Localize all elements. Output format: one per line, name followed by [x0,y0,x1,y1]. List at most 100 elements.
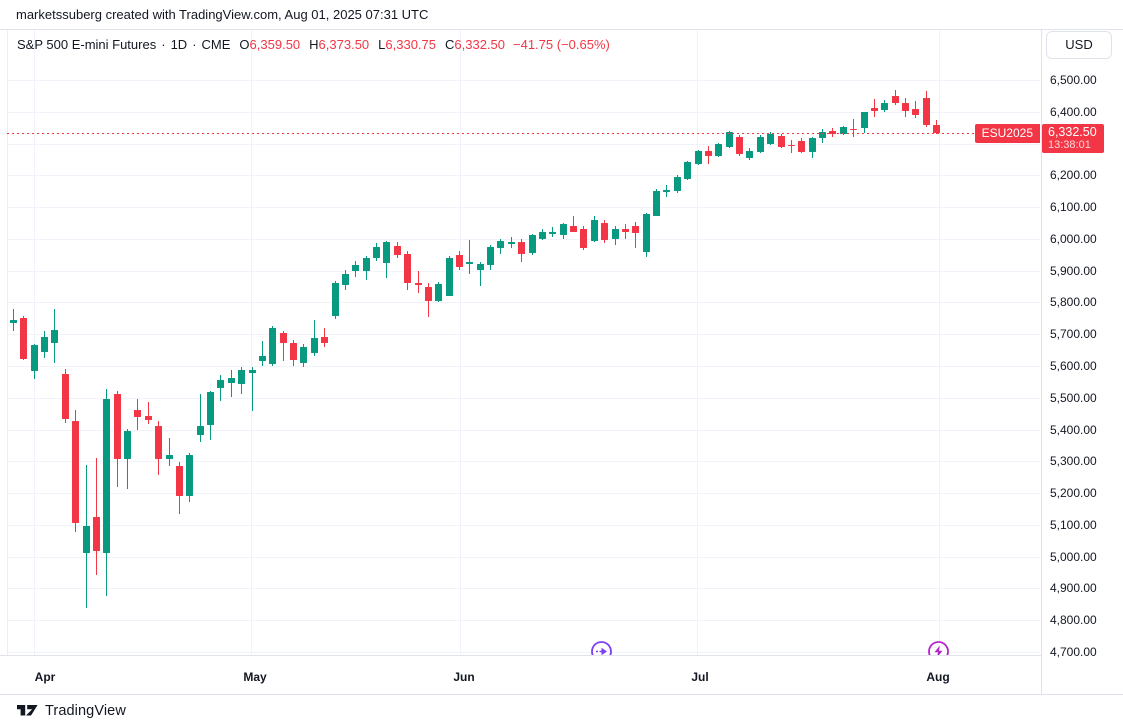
time-axis-label-may: May [243,670,267,684]
candle-body [819,132,827,139]
candle-body [850,128,858,131]
candle-body [113,394,121,459]
low-label: L [378,37,386,52]
candle-body [487,246,495,266]
candle-body [798,141,806,153]
candle-body [455,255,463,268]
candle-wick [127,428,129,489]
lightning-circle-marker[interactable] [927,640,950,656]
attribution-text: marketssuberg created with TradingView.c… [16,7,429,22]
last-price-line [7,133,1040,134]
candle-body [787,144,795,147]
candle-body [663,190,671,192]
candle-wick [313,319,315,357]
candle-body [870,107,878,112]
gridline-h [7,175,1040,176]
candle-body [61,373,69,419]
last-price-value: 6,332.50 [1048,125,1097,139]
candle-body [518,242,526,255]
candle-body [310,338,318,353]
candle-wick [220,374,222,401]
gridline-h [7,207,1040,208]
candle-body [196,426,204,435]
candle-body [414,283,422,285]
interval-label[interactable]: 1D [170,37,188,52]
gridline-h [7,461,1040,462]
candle-body [777,136,785,147]
price-axis-label: 5,000.00 [1050,550,1097,564]
candle-body [134,409,142,418]
candle-body [694,151,702,165]
gridline-h [7,557,1040,558]
candle-body [445,258,453,296]
candle-body [549,232,557,234]
candle-body [103,399,111,553]
candle-body [41,337,49,352]
price-axis-label: 5,900.00 [1050,264,1097,278]
candle-wick [147,401,149,425]
legend-separator: · [161,37,166,52]
candle-body [901,102,909,111]
candle-body [352,264,360,272]
time-axis[interactable]: Apr May Jun Jul Aug [0,655,1041,695]
candle-wick [230,369,232,398]
candle-body [570,225,578,232]
candle-body [124,430,132,459]
candle-body [829,130,837,135]
price-axis[interactable]: USD 6,500.006,400.006,300.006,200.006,10… [1041,30,1123,695]
candle-wick [790,140,792,153]
tradingview-brand[interactable]: TradingView [16,702,126,719]
time-axis-label-apr: Apr [34,670,56,684]
candle-body [736,137,744,154]
gridline-h [7,588,1040,589]
candle-body [186,455,194,496]
candle-body [746,151,754,158]
gridline-h [7,620,1040,621]
gridline-h [7,144,1040,145]
candle-wick [95,457,97,576]
gridline-h [7,525,1040,526]
candle-body [580,229,588,249]
gridline-v [34,30,35,655]
open-label: O [239,37,250,52]
change-value: −41.75 (−0.65%) [513,37,610,52]
high-label: H [309,37,319,52]
footer-bar: TradingView [0,696,1123,727]
price-axis-label: 5,400.00 [1050,423,1097,437]
candle-body [82,525,90,554]
high-value: 6,373.50 [318,37,370,52]
currency-toggle-button[interactable]: USD [1046,31,1112,59]
legend-separator2: · [192,37,197,52]
arrow-right-circle-marker[interactable] [590,640,613,656]
candle-body [621,228,629,233]
candle-body [881,102,889,110]
open-value: 6,359.50 [249,37,301,52]
price-axis-label: 5,200.00 [1050,486,1097,500]
candle-body [725,132,733,147]
time-axis-label-jun: Jun [453,670,475,684]
candle-body [165,455,173,459]
candle-wick [261,341,263,366]
candle-body [258,355,266,361]
price-axis-label: 4,800.00 [1050,613,1097,627]
chart-pane[interactable]: S&P 500 E-mini Futures · 1D · CME O6,359.50 H6… [0,30,1041,655]
candle-body [922,97,930,126]
candle-body [507,242,515,244]
candle-body [497,240,505,249]
candle-body [300,347,308,364]
candle-body [175,465,183,497]
candle-wick [552,227,554,237]
gridline-v [939,30,940,655]
candle-body [362,258,370,272]
candle-body [684,162,692,179]
candle-wick [635,221,637,249]
candle-body [30,345,38,372]
candle-body [435,283,443,302]
symbol-legend[interactable]: S&P 500 E-mini Futures · 1D · CME O6,359.50 H6… [17,37,610,52]
candle-body [92,516,100,552]
candle-body [933,124,941,134]
candle-body [601,222,609,241]
last-price-axis-label: 6,332.50 13:38:01 [1042,124,1104,153]
gridline-h [7,652,1040,653]
symbol-title[interactable]: S&P 500 E-mini Futures [17,37,157,52]
